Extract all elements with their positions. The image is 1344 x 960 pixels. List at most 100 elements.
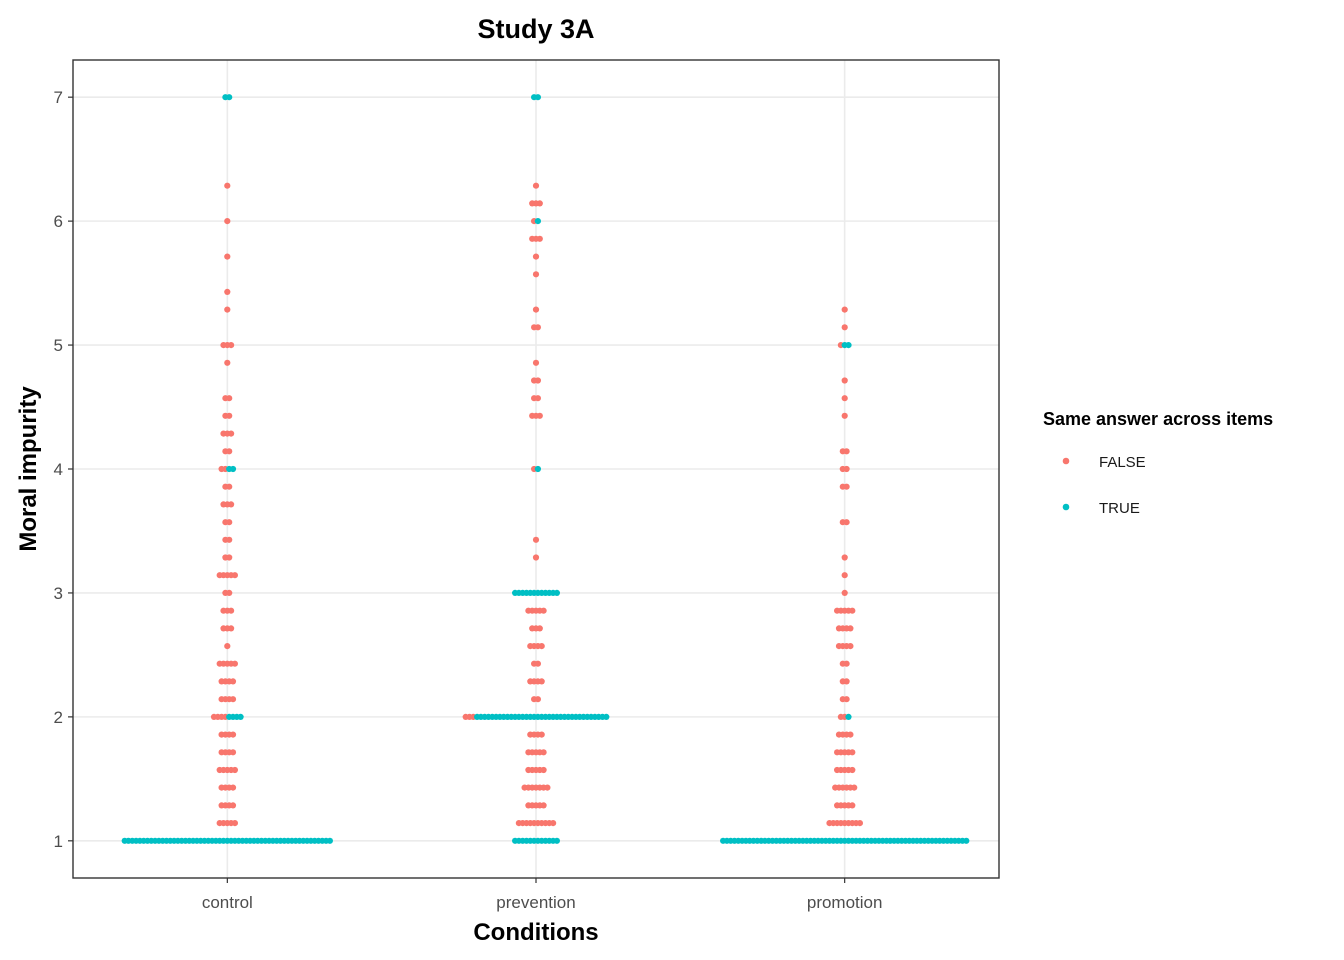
dot-false <box>849 607 856 614</box>
dot-true <box>845 342 852 349</box>
y-tick-label: 5 <box>54 336 63 355</box>
dot-true <box>553 589 561 597</box>
dot-false <box>228 501 235 508</box>
legend-label-true: TRUE <box>1099 500 1140 517</box>
dot-false <box>550 820 557 827</box>
dot-true <box>534 218 542 225</box>
x-tick-label-control: control <box>202 893 253 912</box>
dot-false <box>532 359 540 366</box>
dot-false <box>843 483 850 490</box>
dot-false <box>847 625 854 632</box>
dot-false <box>224 182 231 189</box>
dot-false <box>226 395 233 402</box>
dot-false <box>226 483 233 490</box>
dot-false <box>851 784 858 791</box>
dot-false <box>849 766 856 774</box>
y-tick-label: 1 <box>54 832 63 851</box>
dot-false <box>847 731 854 738</box>
dot-false <box>849 749 856 756</box>
dot-false <box>841 572 848 579</box>
dot-false <box>843 696 850 703</box>
dot-false <box>231 766 238 774</box>
dot-false <box>534 324 542 331</box>
x-tick-label-promotion: promotion <box>807 893 883 912</box>
legend-key-false <box>1062 457 1070 465</box>
dot-true <box>534 94 542 101</box>
legend-label-false: FALSE <box>1099 454 1146 471</box>
dot-false <box>228 607 235 614</box>
dot-false <box>228 625 235 632</box>
dot-false <box>224 218 231 225</box>
axes: 1 2 3 4 5 6 7 control prevention promotion <box>54 88 883 912</box>
dot-false <box>843 660 850 667</box>
dot-true <box>845 713 852 721</box>
legend-entry-true: TRUE <box>1062 500 1140 517</box>
chart-title: Study 3A <box>477 14 594 44</box>
dot-false <box>226 519 233 526</box>
dot-false <box>532 253 540 260</box>
legend-entry-false: FALSE <box>1062 454 1146 471</box>
dot-false <box>226 589 233 597</box>
dot-false <box>226 412 233 419</box>
y-tick-label: 4 <box>54 460 63 479</box>
dot-false <box>536 200 543 207</box>
dot-false <box>228 430 235 437</box>
data-dots <box>121 94 970 844</box>
dot-false <box>229 784 237 791</box>
dot-true <box>553 837 561 844</box>
x-tick-label-prevention: prevention <box>496 893 575 912</box>
dot-false <box>540 766 547 774</box>
dot-false <box>540 607 547 614</box>
dot-false <box>841 412 848 419</box>
dot-true <box>326 837 333 844</box>
dot-false <box>231 660 238 667</box>
dot-false <box>231 820 238 827</box>
dot-true <box>226 94 233 101</box>
dot-false <box>540 802 547 809</box>
dot-false <box>841 377 848 384</box>
dot-false <box>532 271 540 278</box>
dot-false <box>226 448 233 455</box>
dot-false <box>534 377 542 384</box>
y-axis-title: Moral impurity <box>15 386 42 552</box>
dot-false <box>532 554 540 561</box>
dot-false <box>224 288 231 295</box>
dot-false <box>538 731 545 738</box>
dot-false <box>224 643 231 650</box>
dot-false <box>534 696 542 703</box>
dot-false <box>849 802 856 809</box>
dot-false <box>226 536 233 543</box>
dot-false <box>843 448 850 455</box>
dot-false <box>226 554 233 561</box>
dot-false <box>841 306 848 313</box>
legend: Same answer across items FALSE TRUE <box>1043 409 1273 517</box>
dot-false <box>847 643 854 650</box>
dot-true <box>229 465 237 473</box>
dot-false <box>841 324 848 331</box>
dot-true <box>603 713 610 721</box>
dot-false <box>540 749 547 756</box>
dot-false <box>229 731 237 738</box>
dot-false <box>229 678 237 685</box>
dot-false <box>856 820 864 827</box>
y-tick-label: 7 <box>54 88 63 107</box>
dot-false <box>538 643 545 650</box>
dot-false <box>841 589 848 597</box>
dot-false <box>841 395 848 402</box>
dot-false <box>534 660 542 667</box>
dot-false <box>841 554 848 561</box>
dot-false <box>224 359 231 366</box>
y-tick-label: 3 <box>54 584 63 603</box>
dot-false <box>534 395 542 402</box>
dot-false <box>538 678 545 685</box>
dot-false <box>544 784 551 791</box>
dot-false <box>229 802 237 809</box>
dot-false <box>231 572 238 579</box>
y-tick-label: 2 <box>54 708 63 727</box>
dot-false <box>532 306 540 313</box>
dot-false <box>843 678 850 685</box>
dot-false <box>843 465 850 473</box>
dot-false <box>224 306 231 313</box>
x-axis-title: Conditions <box>473 919 598 946</box>
